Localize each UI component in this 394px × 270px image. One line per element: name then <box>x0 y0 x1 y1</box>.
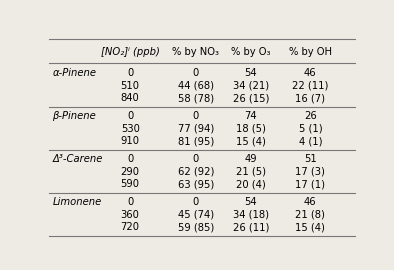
Text: 15 (4): 15 (4) <box>296 222 325 232</box>
Text: 46: 46 <box>304 68 317 78</box>
Text: 910: 910 <box>121 136 139 146</box>
Text: 62 (92): 62 (92) <box>178 167 214 177</box>
Text: % by OH: % by OH <box>289 47 332 57</box>
Text: 510: 510 <box>121 81 139 91</box>
Text: 840: 840 <box>121 93 139 103</box>
Text: 54: 54 <box>244 197 257 207</box>
Text: 720: 720 <box>121 222 139 232</box>
Text: 54: 54 <box>244 68 257 78</box>
Text: 0: 0 <box>127 68 133 78</box>
Text: 51: 51 <box>304 154 317 164</box>
Text: 0: 0 <box>193 197 199 207</box>
Text: 17 (3): 17 (3) <box>296 167 325 177</box>
Text: % by NO₃: % by NO₃ <box>172 47 219 57</box>
Text: 0: 0 <box>193 68 199 78</box>
Text: 81 (95): 81 (95) <box>178 136 214 146</box>
Text: 290: 290 <box>121 167 139 177</box>
Text: 0: 0 <box>127 197 133 207</box>
Text: 77 (94): 77 (94) <box>178 124 214 134</box>
Text: 16 (7): 16 (7) <box>296 93 325 103</box>
Text: 26 (11): 26 (11) <box>232 222 269 232</box>
Text: 15 (4): 15 (4) <box>236 136 266 146</box>
Text: 21 (8): 21 (8) <box>296 210 325 220</box>
Text: 58 (78): 58 (78) <box>178 93 214 103</box>
Text: β-Pinene: β-Pinene <box>52 111 96 121</box>
Text: 530: 530 <box>121 124 139 134</box>
Text: 44 (68): 44 (68) <box>178 81 214 91</box>
Text: 5 (1): 5 (1) <box>299 124 322 134</box>
Text: % by O₃: % by O₃ <box>231 47 271 57</box>
Text: 49: 49 <box>244 154 257 164</box>
Text: 22 (11): 22 (11) <box>292 81 329 91</box>
Text: 46: 46 <box>304 197 317 207</box>
Text: 26: 26 <box>304 111 317 121</box>
Text: 18 (5): 18 (5) <box>236 124 266 134</box>
Text: 34 (18): 34 (18) <box>233 210 269 220</box>
Text: 45 (74): 45 (74) <box>178 210 214 220</box>
Text: Δ³-Carene: Δ³-Carene <box>52 154 103 164</box>
Text: 360: 360 <box>121 210 139 220</box>
Text: 59 (85): 59 (85) <box>178 222 214 232</box>
Text: 20 (4): 20 (4) <box>236 179 266 189</box>
Text: [NO₂]ⁱ (ppb): [NO₂]ⁱ (ppb) <box>101 47 160 57</box>
Text: 17 (1): 17 (1) <box>296 179 325 189</box>
Text: 74: 74 <box>244 111 257 121</box>
Text: 0: 0 <box>193 111 199 121</box>
Text: 590: 590 <box>121 179 139 189</box>
Text: 4 (1): 4 (1) <box>299 136 322 146</box>
Text: 0: 0 <box>127 154 133 164</box>
Text: 0: 0 <box>127 111 133 121</box>
Text: α-Pinene: α-Pinene <box>52 68 96 78</box>
Text: 63 (95): 63 (95) <box>178 179 214 189</box>
Text: 0: 0 <box>193 154 199 164</box>
Text: 26 (15): 26 (15) <box>232 93 269 103</box>
Text: Limonene: Limonene <box>52 197 102 207</box>
Text: 21 (5): 21 (5) <box>236 167 266 177</box>
Text: 34 (21): 34 (21) <box>233 81 269 91</box>
